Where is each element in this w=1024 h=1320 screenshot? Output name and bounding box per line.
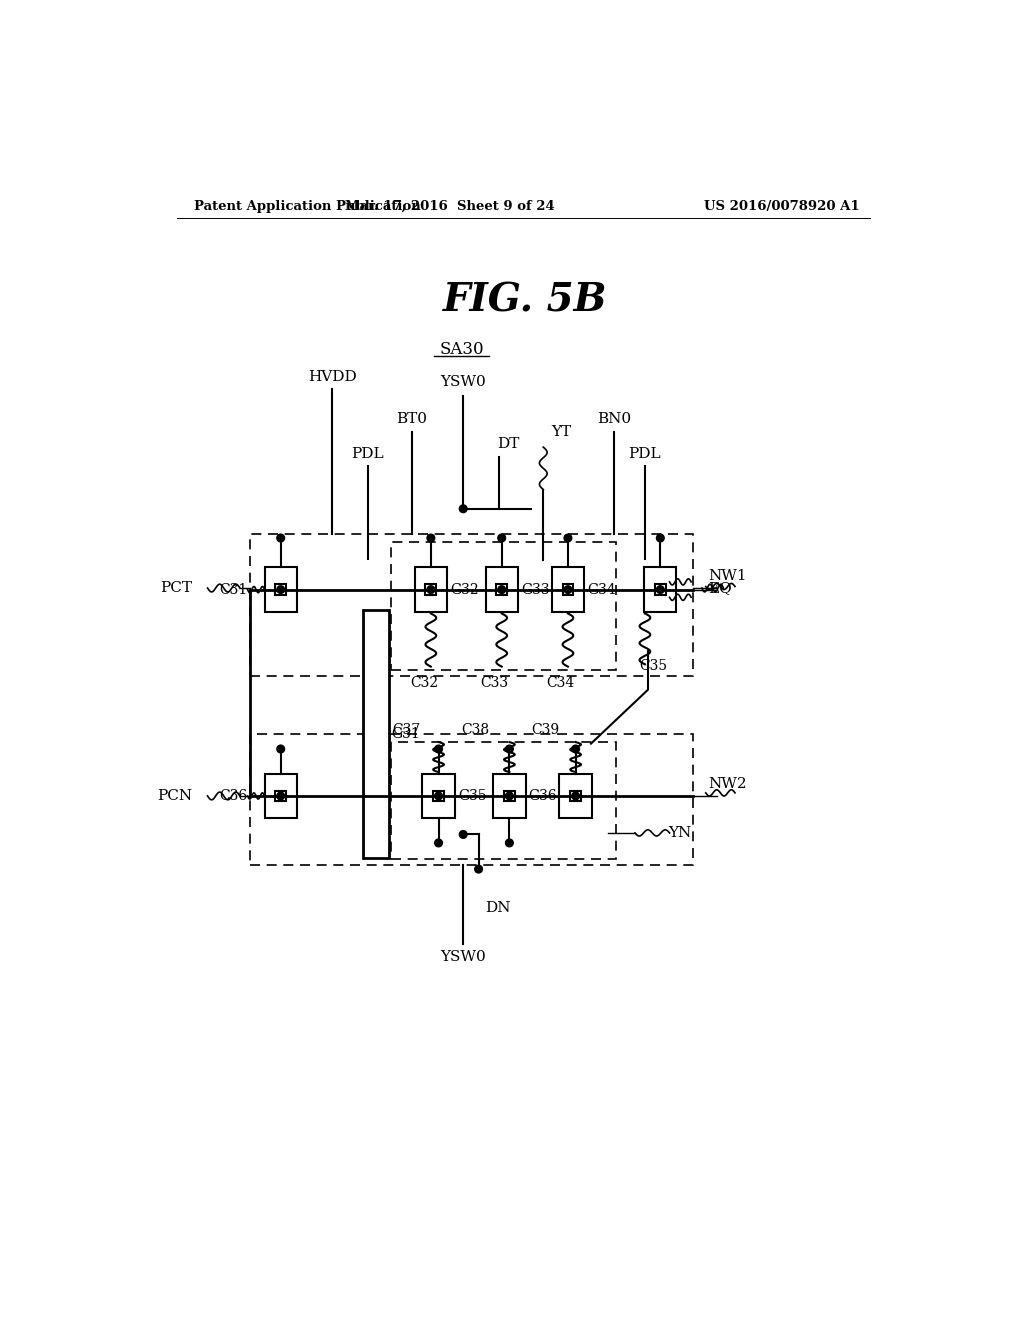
Text: NW1: NW1 [708, 569, 746, 582]
Bar [497, 585, 507, 595]
Text: C39: C39 [530, 723, 559, 738]
Text: SA30: SA30 [439, 341, 484, 358]
Circle shape [475, 866, 482, 873]
Bar [391, 543, 615, 671]
Bar [494, 774, 525, 818]
Bar [562, 585, 573, 595]
Circle shape [506, 744, 513, 752]
Circle shape [276, 744, 285, 752]
Text: G31: G31 [391, 727, 420, 742]
Text: G34: G34 [587, 582, 615, 597]
Bar [655, 585, 666, 595]
Bar [250, 734, 692, 866]
Text: G36: G36 [528, 789, 557, 803]
Bar [570, 791, 581, 801]
Bar [391, 742, 615, 859]
Bar [364, 610, 388, 858]
Text: YSW0: YSW0 [440, 950, 486, 964]
Circle shape [571, 744, 580, 752]
Bar [644, 568, 677, 612]
Text: FIG. 5B: FIG. 5B [442, 282, 607, 319]
Text: C33: C33 [480, 676, 508, 690]
Circle shape [564, 586, 571, 594]
Text: PDL: PDL [351, 447, 384, 461]
Bar [433, 791, 444, 801]
Bar [422, 774, 455, 818]
Text: HVDD: HVDD [308, 370, 356, 384]
Circle shape [427, 535, 435, 543]
Text: BN0: BN0 [597, 412, 631, 425]
Text: DT: DT [497, 437, 519, 451]
Bar [504, 791, 515, 801]
Text: C32: C32 [411, 676, 438, 690]
Text: C37: C37 [392, 723, 420, 738]
Circle shape [435, 792, 442, 800]
Text: DN: DN [484, 902, 510, 916]
Circle shape [571, 792, 580, 800]
Bar [275, 585, 286, 595]
Text: EQ: EQ [708, 581, 732, 595]
Text: YN: YN [668, 826, 691, 840]
Text: G33: G33 [521, 582, 550, 597]
Text: PDL: PDL [629, 447, 662, 461]
Text: C38: C38 [462, 723, 489, 738]
Text: C31: C31 [219, 582, 248, 597]
Circle shape [276, 535, 285, 543]
Circle shape [435, 744, 442, 752]
Circle shape [276, 792, 285, 800]
Text: G35: G35 [458, 789, 486, 803]
Circle shape [564, 535, 571, 543]
Text: Patent Application Publication: Patent Application Publication [194, 199, 421, 213]
Circle shape [276, 586, 285, 594]
Circle shape [498, 535, 506, 543]
Bar [275, 791, 286, 801]
Text: BT0: BT0 [396, 412, 427, 425]
Circle shape [506, 840, 513, 847]
Circle shape [656, 535, 665, 543]
Text: G32: G32 [451, 582, 479, 597]
Text: US 2016/0078920 A1: US 2016/0078920 A1 [705, 199, 860, 213]
Bar [552, 568, 584, 612]
Text: NW2: NW2 [708, 776, 746, 791]
Circle shape [656, 586, 665, 594]
Bar [264, 774, 297, 818]
Text: C34: C34 [546, 676, 574, 690]
Circle shape [427, 586, 435, 594]
Bar [425, 585, 436, 595]
Bar [250, 535, 692, 676]
Bar [485, 568, 518, 612]
Circle shape [498, 586, 506, 594]
Text: C36: C36 [219, 789, 248, 803]
Bar [264, 568, 297, 612]
Text: YT: YT [551, 425, 571, 440]
Text: YSW0: YSW0 [440, 375, 486, 389]
Circle shape [435, 840, 442, 847]
Text: PCN: PCN [157, 789, 193, 803]
Text: Mar. 17, 2016  Sheet 9 of 24: Mar. 17, 2016 Sheet 9 of 24 [345, 199, 555, 213]
Bar [559, 774, 592, 818]
Text: PCT: PCT [160, 581, 193, 595]
Circle shape [460, 504, 467, 512]
Circle shape [460, 830, 467, 838]
Bar [415, 568, 447, 612]
Circle shape [506, 792, 513, 800]
Text: C35: C35 [639, 659, 667, 673]
